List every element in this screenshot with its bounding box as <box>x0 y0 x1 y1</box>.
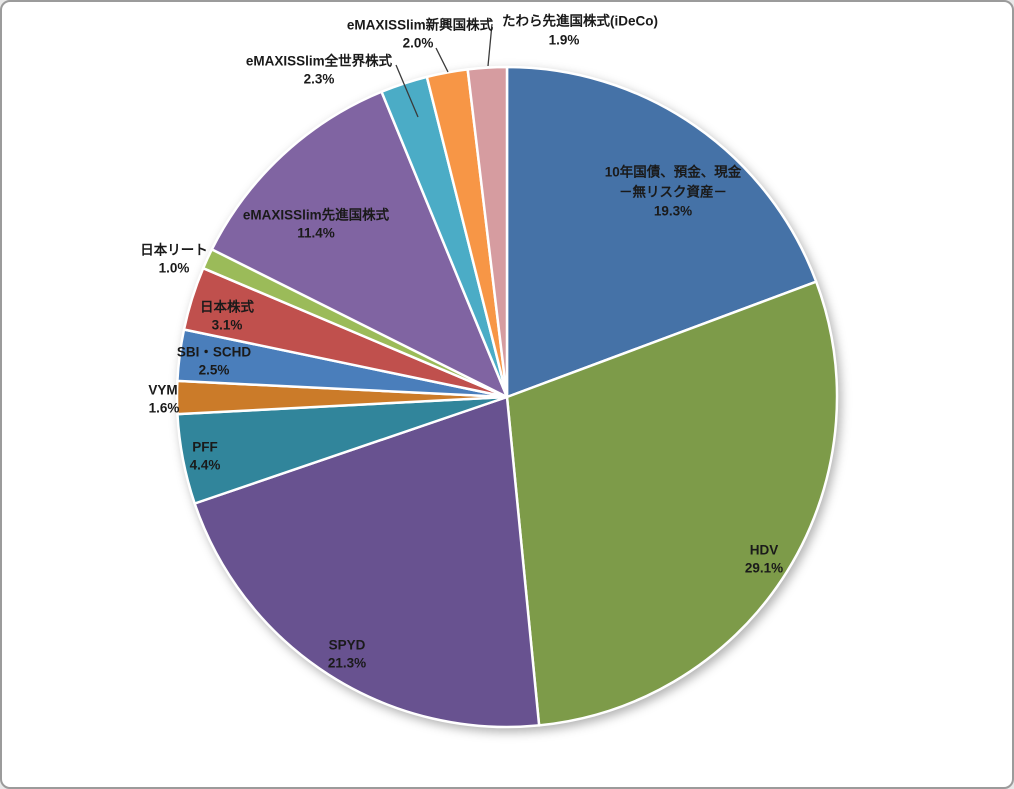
pie-label-pff-line-1: 4.4% <box>190 458 221 473</box>
pie-label-jgb-cash-line-2: 19.3% <box>654 204 692 219</box>
pie-label-emaxis-emerging-line-1: 2.0% <box>403 36 434 51</box>
pie-label-vym-line-1: 1.6% <box>149 401 180 416</box>
pie-label-emaxis-developed-line-1: 11.4% <box>297 226 335 241</box>
leader-line-emaxis-emerging <box>435 47 449 73</box>
pie-label-spyd-line-1: 21.3% <box>328 656 366 671</box>
pie-label-tawara-ideco-line-0: たわら先進国株式(iDeCo) <box>502 13 658 29</box>
pie-label-spyd-line-0: SPYD <box>329 638 366 653</box>
pie-slices-group <box>175 65 839 729</box>
leader-line-emaxis-all-world <box>395 64 419 118</box>
pie-slice-tawara-ideco[interactable] <box>466 65 509 399</box>
pie-label-japan-equity-line-1: 3.1% <box>212 318 243 333</box>
pie-label-hdv-line-1: 29.1% <box>745 561 783 576</box>
pie-label-jgb-cash-line-0: 10年国債、預金、現金 <box>605 164 742 180</box>
pie-label-sbi-schd-line-0: SBI・SCHD <box>177 345 252 360</box>
leader-line-tawara-ideco <box>487 23 493 67</box>
pie-label-emaxis-all-world-line-1: 2.3% <box>304 72 335 87</box>
pie-slice-spyd[interactable] <box>193 395 541 729</box>
pie-slice-hdv[interactable] <box>505 280 839 727</box>
pie-label-emaxis-emerging-line-0: eMAXISSlim新興国株式 <box>347 17 494 33</box>
pie-label-jgb-cash-line-1: －無リスク資産－ <box>619 184 727 200</box>
pie-label-emaxis-developed-line-0: eMAXISSlim先進国株式 <box>243 207 390 223</box>
pie-label-hdv-line-0: HDV <box>750 543 779 558</box>
data-labels-group: 10年国債、預金、現金 －無リスク資産－ 19.3% HDV 29.1% SPYD 21.3… <box>140 13 783 671</box>
pie-label-emaxis-all-world-line-0: eMAXISSlim全世界株式 <box>246 53 393 69</box>
pie-label-japan-reit-line-1: 1.0% <box>159 261 190 276</box>
pie-slice-jgb-cash[interactable] <box>505 65 818 399</box>
pie-label-japan-equity-line-0: 日本株式 <box>200 299 254 315</box>
pie-slice-emaxis-developed[interactable] <box>210 90 509 399</box>
pie-label-tawara-ideco-line-1: 1.9% <box>549 33 580 48</box>
pie-label-vym-line-0: VYM <box>148 383 177 398</box>
leader-lines-group <box>395 23 493 118</box>
pie-label-pff-line-0: PFF <box>192 440 218 455</box>
pie-label-sbi-schd-line-1: 2.5% <box>199 363 230 378</box>
pie-label-japan-reit-line-0: 日本リート <box>140 242 208 258</box>
